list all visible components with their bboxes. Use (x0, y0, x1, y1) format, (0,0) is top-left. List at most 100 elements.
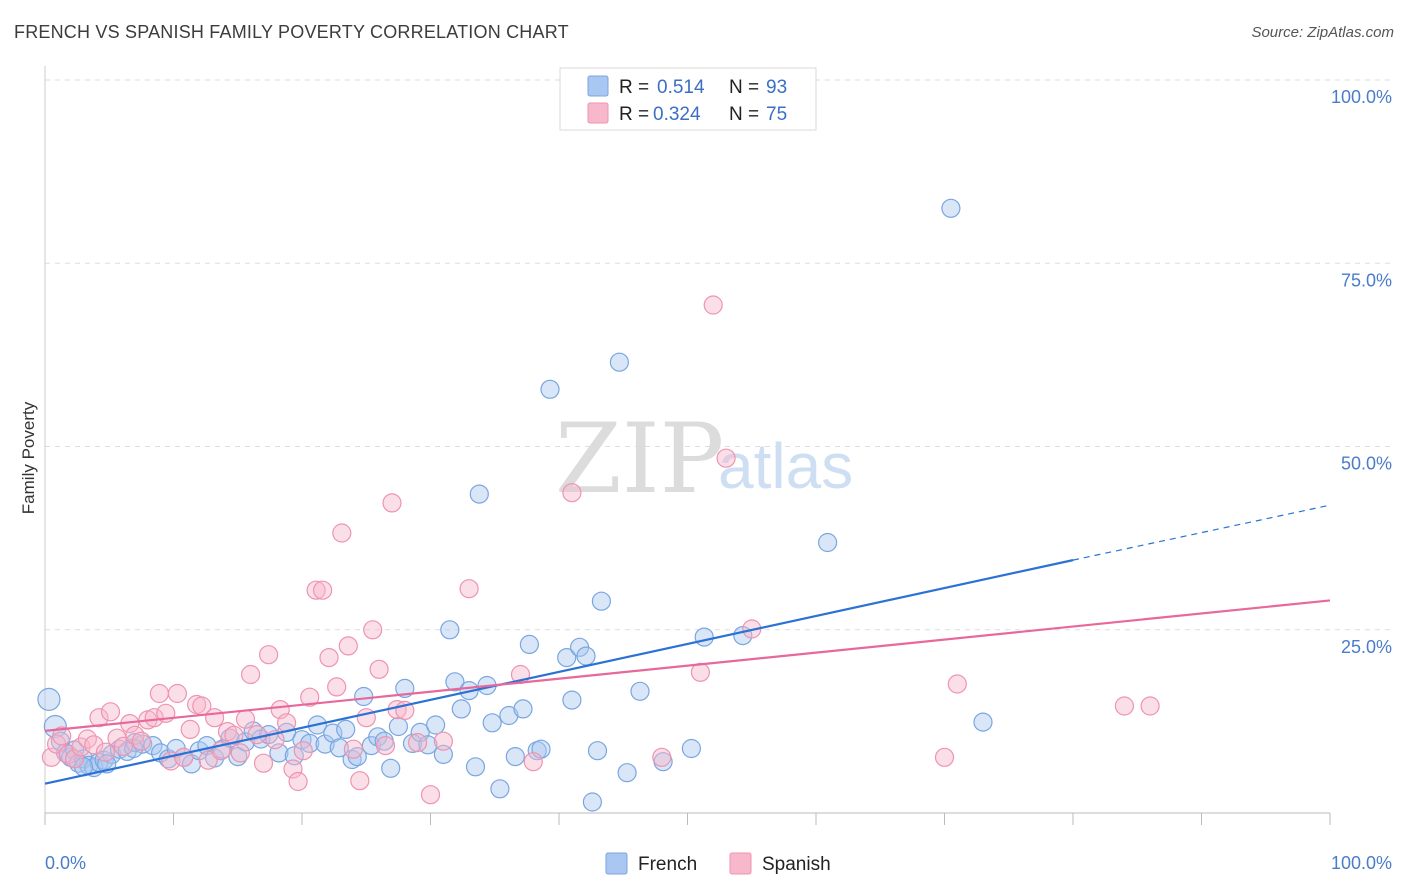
french-point-17 (143, 735, 163, 756)
french-point-84 (681, 738, 702, 759)
watermark-atlas: atlas (718, 430, 853, 502)
spanish-point-43 (300, 687, 320, 707)
x-tick-label-0: 0.0% (45, 853, 86, 873)
spanish-point-74 (1140, 696, 1160, 716)
spanish-point-34 (247, 724, 267, 745)
spanish-point-61 (433, 731, 453, 751)
spanish-point-29 (217, 721, 238, 742)
bottom-legend: French Spanish (605, 852, 831, 875)
french-point-66 (499, 705, 519, 726)
chart-title: FRENCH VS SPANISH FAMILY POVERTY CORRELA… (14, 22, 569, 42)
spanish-point-66 (652, 747, 672, 767)
french-point-74 (562, 690, 582, 710)
legend-spanish-r-value: 0.324 (653, 104, 701, 125)
spanish-point-49 (338, 636, 358, 656)
spanish-point-72 (947, 674, 967, 694)
spanish-point-55 (375, 735, 396, 756)
legend-french-n-label: N = (729, 77, 759, 98)
spanish-point-8 (89, 708, 109, 728)
french-point-42 (336, 719, 356, 740)
french-point-64 (482, 713, 502, 733)
spanish-point-64 (523, 752, 543, 772)
spanish-point-59 (408, 732, 428, 753)
french-point-72 (540, 379, 560, 399)
legend-spanish-swatch (587, 102, 609, 124)
spanish-point-9 (95, 742, 116, 762)
french-point-11 (94, 750, 114, 770)
french-point-68 (513, 699, 533, 719)
french-point-49 (381, 758, 401, 778)
x-tick-label-1: 100.0% (1331, 853, 1392, 873)
legend-french-r-label: R = (619, 77, 649, 98)
spanish-point-21 (167, 683, 187, 704)
french-point-69 (519, 634, 540, 655)
french-trend-line-extension (1072, 504, 1331, 561)
spanish-point-51 (350, 771, 370, 791)
data-points (37, 198, 1160, 812)
spanish-point-44 (306, 580, 326, 600)
y-axis-title: Family Poverty (19, 401, 38, 514)
french-point-87 (817, 532, 838, 553)
french-point-56 (433, 744, 453, 765)
spanish-point-47 (327, 677, 347, 697)
french-point-55 (426, 715, 446, 735)
grid (45, 79, 1392, 631)
spanish-point-17 (144, 708, 164, 728)
spanish-point-62 (459, 579, 479, 599)
spanish-point-2 (52, 726, 72, 746)
y-tick-label-3: 100.0% (1331, 87, 1392, 107)
y-tick-label-1: 50.0% (1341, 454, 1392, 474)
y-tick-label-2: 75.0% (1341, 270, 1392, 290)
watermark-zip: ZIP (555, 403, 724, 515)
spanish-point-26 (198, 750, 218, 770)
spanish-point-54 (369, 659, 389, 679)
french-point-37 (300, 733, 320, 754)
legend-spanish-n-value: 75 (766, 104, 787, 125)
watermark: ZIP atlas (555, 403, 853, 515)
spanish-point-68 (716, 448, 736, 468)
source-label: Source: ZipAtlas.com (1251, 24, 1394, 41)
spanish-point-70 (703, 295, 723, 315)
french-point-62 (469, 484, 489, 504)
spanish-point-4 (64, 749, 85, 769)
spanish-point-35 (253, 753, 274, 773)
spanish-trend-line (44, 599, 1331, 732)
spanish-point-31 (230, 743, 250, 763)
spanish-point-65 (562, 483, 582, 503)
y-tick-label-0: 25.0% (1341, 637, 1392, 657)
french-point-57 (440, 620, 460, 640)
spanish-point-30 (224, 725, 244, 745)
french-point-88 (941, 198, 961, 218)
spanish-point-50 (343, 739, 363, 759)
spanish-point-15 (131, 731, 151, 751)
french-point-65 (490, 779, 510, 799)
french-point-80 (609, 352, 630, 372)
french-point-52 (402, 733, 423, 754)
french-point-41 (329, 738, 349, 758)
bottom-legend-french-swatch (605, 852, 628, 875)
french-point-58 (445, 672, 465, 692)
spanish-point-32 (235, 709, 256, 729)
french-point-82 (630, 681, 650, 701)
french-point-43 (342, 749, 362, 770)
tick-labels: 25.0% 50.0% 75.0% 100.0% 0.0% 100.0% (45, 87, 1392, 873)
spanish-point-71 (934, 747, 955, 767)
french-point-39 (315, 734, 335, 754)
french-point-76 (576, 646, 596, 666)
spanish-point-40 (283, 759, 303, 779)
trend-lines (44, 504, 1331, 785)
spanish-point-7 (84, 735, 104, 755)
legend-spanish-r-label: R = (619, 104, 649, 125)
bottom-legend-spanish-swatch (729, 852, 752, 875)
spanish-point-45 (313, 580, 333, 600)
spanish-point-23 (180, 719, 200, 740)
bottom-legend-spanish-label: Spanish (762, 854, 831, 875)
french-point-79 (591, 591, 612, 611)
french-point-85 (694, 627, 714, 647)
french-point-77 (582, 792, 603, 812)
legend-spanish-n-label: N = (729, 104, 759, 125)
bottom-legend-french-label: French (638, 854, 697, 875)
legend: R = 0.514 N = 93 R = 0.324 N = 75 (559, 67, 817, 131)
spanish-point-33 (241, 664, 261, 685)
